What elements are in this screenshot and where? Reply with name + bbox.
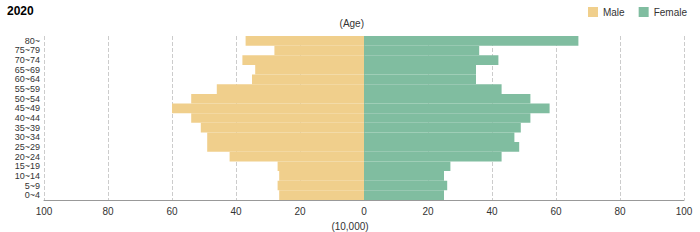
svg-text:10~14: 10~14 (15, 171, 40, 181)
svg-text:40: 40 (486, 206, 498, 217)
svg-text:40: 40 (230, 206, 242, 217)
svg-text:75~79: 75~79 (15, 45, 40, 55)
svg-text:60: 60 (550, 206, 562, 217)
svg-text:2020: 2020 (7, 4, 34, 18)
svg-text:100: 100 (676, 206, 693, 217)
svg-text:35~39: 35~39 (15, 123, 40, 133)
svg-text:80: 80 (614, 206, 626, 217)
svg-text:55~59: 55~59 (15, 84, 40, 94)
svg-text:65~69: 65~69 (15, 65, 40, 75)
svg-text:0~4: 0~4 (25, 190, 40, 200)
svg-text:70~74: 70~74 (15, 55, 40, 65)
svg-text:80: 80 (102, 206, 114, 217)
svg-text:20~24: 20~24 (15, 152, 40, 162)
svg-text:60~64: 60~64 (15, 74, 40, 84)
svg-text:25~29: 25~29 (15, 142, 40, 152)
svg-text:40~44: 40~44 (15, 113, 40, 123)
svg-text:20: 20 (422, 206, 434, 217)
svg-text:Male: Male (603, 7, 625, 18)
svg-text:15~19: 15~19 (15, 161, 40, 171)
svg-text:45~49: 45~49 (15, 103, 40, 113)
svg-text:100: 100 (36, 206, 53, 217)
svg-text:30~34: 30~34 (15, 132, 40, 142)
svg-text:60: 60 (166, 206, 178, 217)
svg-text:0: 0 (361, 206, 367, 217)
svg-text:5~9: 5~9 (25, 181, 40, 191)
svg-text:(10,000): (10,000) (331, 221, 368, 232)
svg-text:Female: Female (654, 7, 688, 18)
svg-text:50~54: 50~54 (15, 94, 40, 104)
svg-text:80~: 80~ (25, 36, 40, 46)
svg-text:20: 20 (294, 206, 306, 217)
svg-text:(Age): (Age) (340, 18, 364, 29)
